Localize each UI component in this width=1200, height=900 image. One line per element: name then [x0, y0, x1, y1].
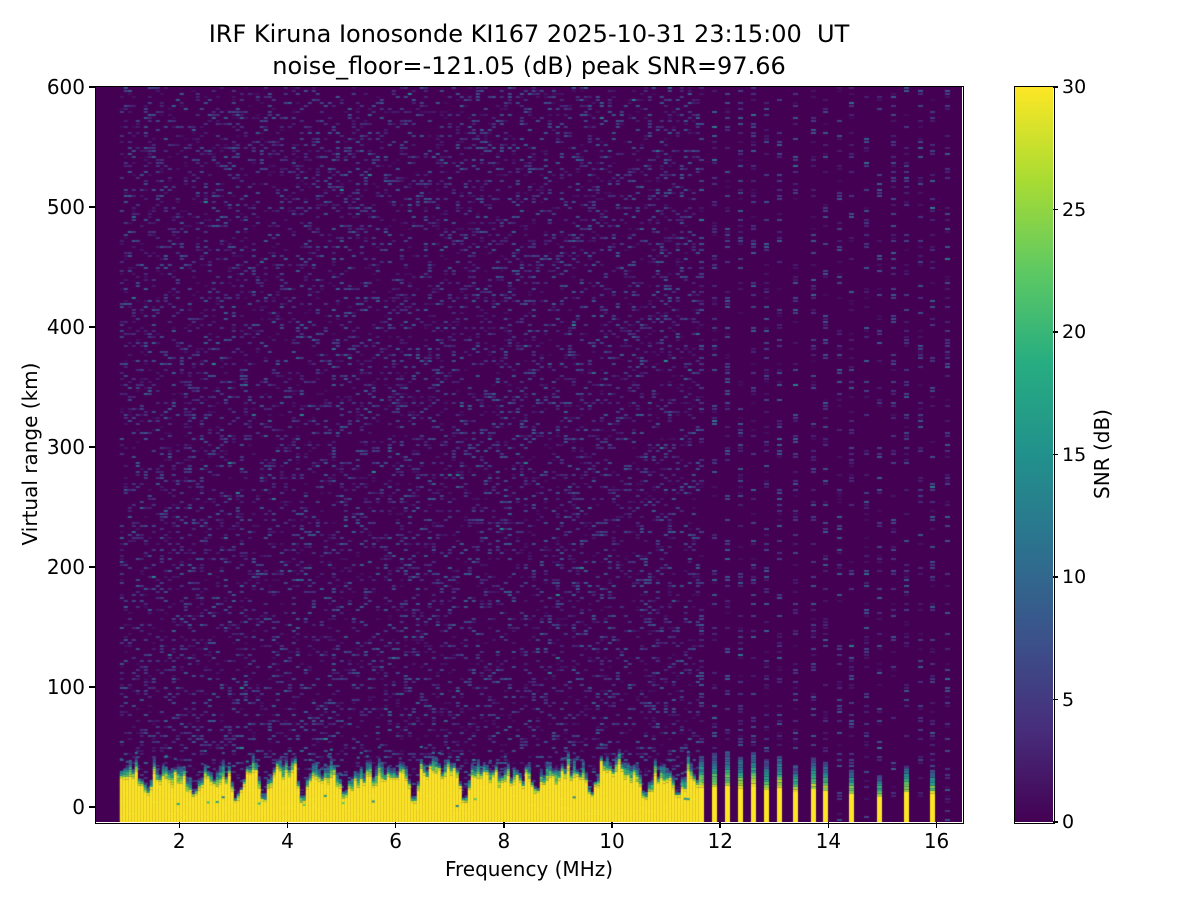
x-tick-label: 16: [923, 829, 950, 853]
x-tick-label: 12: [707, 829, 733, 853]
x-tick-mark: [503, 822, 505, 828]
colorbar-tick-label: 0: [1062, 811, 1075, 833]
colorbar-tick-mark: [1053, 331, 1058, 333]
colorbar-tick-mark: [1053, 453, 1058, 456]
colorbar-tick-label: 10: [1062, 566, 1087, 588]
y-tick-label: 300: [46, 435, 85, 459]
colorbar: [1013, 85, 1055, 824]
x-tick-label: 10: [599, 829, 625, 853]
y-tick-mark: [89, 206, 95, 208]
x-tick-mark: [719, 822, 721, 828]
colorbar-tick-label: 30: [1062, 76, 1087, 98]
chart-subtitle: noise_floor=-121.05 (dB) peak SNR=97.66: [272, 52, 786, 80]
x-tick-mark: [611, 822, 613, 828]
x-tick-label: 2: [172, 829, 186, 853]
y-tick-label: 0: [72, 795, 85, 819]
colorbar-tick-mark: [1053, 698, 1058, 701]
x-tick-mark: [286, 822, 289, 828]
x-tick-label: 4: [281, 829, 294, 853]
ionogram-heatmap-canvas: [95, 86, 962, 822]
y-tick-mark: [89, 326, 95, 328]
x-tick-mark: [394, 822, 397, 828]
y-tick-label: 600: [46, 75, 85, 99]
y-tick-mark: [89, 566, 95, 568]
colorbar-tick-label: 25: [1062, 198, 1087, 221]
x-tick-mark: [935, 822, 938, 828]
colorbar-tick-label: 15: [1062, 443, 1087, 466]
plot-frame: [94, 85, 964, 824]
colorbar-tick-label: 5: [1062, 688, 1075, 711]
y-tick-mark: [89, 686, 95, 688]
y-tick-mark: [89, 446, 95, 448]
chart-title: IRF Kiruna Ionosonde KI167 2025-10-31 23…: [208, 20, 850, 48]
colorbar-tick-mark: [1053, 208, 1058, 211]
colorbar-tick-mark: [1053, 821, 1058, 823]
y-tick-label: 500: [46, 195, 85, 219]
colorbar-tick-mark: [1053, 576, 1058, 578]
x-tick-label: 6: [389, 829, 403, 853]
y-tick-mark: [89, 806, 95, 808]
x-axis-label: Frequency (MHz): [444, 857, 614, 881]
y-tick-label: 200: [46, 555, 85, 579]
x-tick-label: 14: [815, 829, 842, 853]
colorbar-gradient: [1014, 86, 1053, 822]
y-tick-label: 400: [46, 315, 85, 339]
colorbar-tick-label: 20: [1062, 321, 1087, 343]
y-tick-mark: [89, 86, 95, 88]
x-tick-label: 8: [497, 829, 511, 853]
x-tick-mark: [178, 822, 181, 828]
colorbar-tick-mark: [1053, 86, 1058, 88]
x-tick-mark: [827, 822, 830, 828]
y-tick-label: 100: [46, 675, 85, 699]
